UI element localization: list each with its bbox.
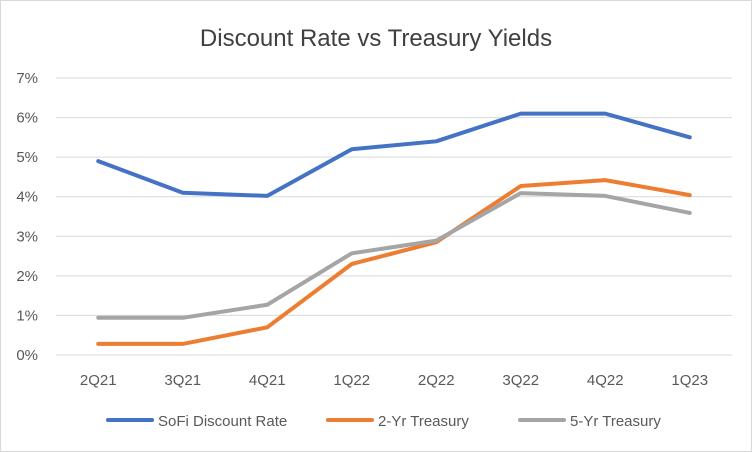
y-tick-label: 7%: [16, 70, 38, 87]
x-tick-label: 2Q21: [80, 372, 117, 389]
y-tick-label: 6%: [16, 110, 38, 127]
x-tick-label: 4Q22: [587, 372, 624, 389]
series-line: [96, 178, 692, 346]
x-tick-label: 3Q21: [164, 372, 201, 389]
x-tick-label: 4Q21: [249, 372, 286, 389]
series-line: [96, 111, 692, 198]
y-tick-label: 3%: [16, 228, 38, 245]
y-tick-label: 2%: [16, 268, 38, 285]
y-tick-label: 4%: [16, 189, 38, 206]
y-tick-label: 1%: [16, 307, 38, 324]
legend: SoFi Discount Rate 2-Yr Treasury 5-Yr Trea…: [106, 413, 661, 430]
x-tick-label: 1Q22: [333, 372, 370, 389]
legend-label: 2-Yr Treasury: [378, 413, 469, 430]
chart-title: Discount Rate vs Treasury Yields: [200, 25, 552, 52]
x-tick-label: 3Q22: [502, 372, 539, 389]
y-tick-label: 5%: [16, 149, 38, 166]
series-line: [96, 191, 692, 320]
y-axis-tick-labels: 0% 1% 2% 3% 4% 5% 6% 7%: [16, 70, 38, 364]
x-tick-label: 1Q23: [671, 372, 708, 389]
legend-label: SoFi Discount Rate: [158, 413, 287, 430]
x-tick-label: 2Q22: [418, 372, 455, 389]
y-tick-label: 0%: [16, 347, 38, 364]
series-lines: [96, 111, 692, 346]
x-axis-tick-labels: 2Q21 3Q21 4Q21 1Q22 2Q22 3Q22 4Q22 1Q23: [80, 372, 708, 389]
legend-label: 5-Yr Treasury: [570, 413, 661, 430]
